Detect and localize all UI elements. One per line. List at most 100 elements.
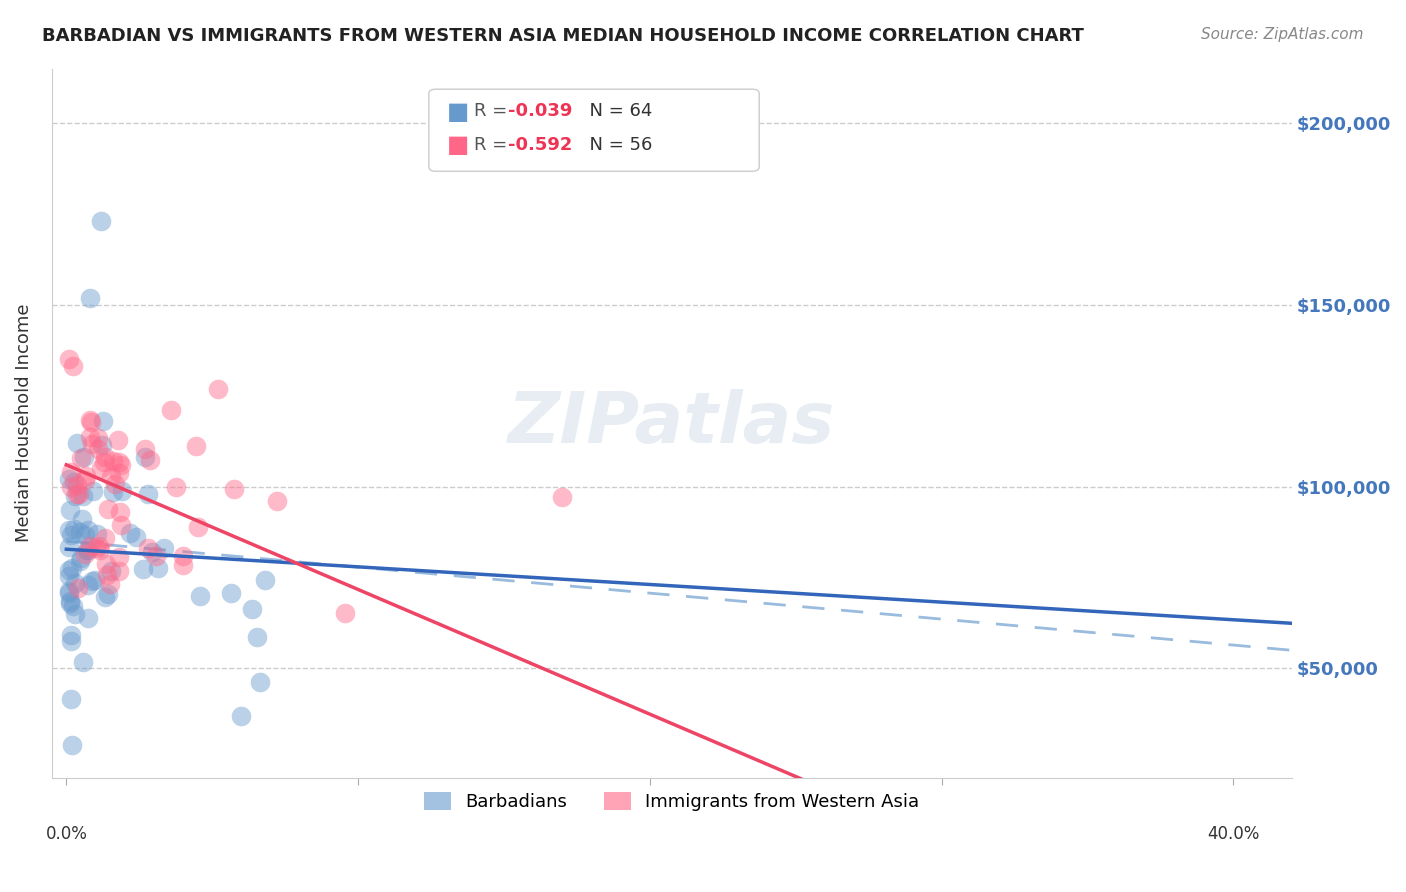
Point (108, 505, 131, 519)
Point (79, 291, 101, 305)
Point (90, 460, 112, 475)
Point (79, 430, 101, 444)
Point (59, 691, 82, 706)
Point (59, 594, 82, 608)
Point (86, 527, 108, 541)
Point (87, 431, 110, 445)
Point (60, 738, 83, 752)
Text: R =: R = (474, 103, 513, 120)
Point (87, 539, 110, 553)
Point (72, 511, 94, 525)
Point (249, 675, 271, 690)
Text: -0.592: -0.592 (508, 136, 572, 154)
Point (136, 541, 159, 555)
Point (240, 601, 263, 615)
Point (67, 581, 90, 595)
Text: N = 56: N = 56 (578, 136, 652, 154)
Point (73, 450, 96, 465)
Point (69, 524, 91, 539)
Point (108, 550, 131, 565)
Point (145, 549, 167, 563)
Point (219, 585, 242, 599)
Y-axis label: Median Household Income: Median Household Income (15, 304, 32, 542)
Point (152, 541, 174, 555)
Point (172, 549, 194, 564)
Point (66, 436, 89, 450)
Point (77, 524, 100, 538)
Point (139, 453, 162, 467)
Point (104, 476, 127, 491)
Point (73, 473, 96, 487)
Point (98, 577, 121, 591)
Text: ■: ■ (447, 134, 470, 157)
Point (141, 545, 163, 559)
Text: N = 64: N = 64 (578, 103, 652, 120)
Point (60, 634, 83, 648)
Point (84, 573, 107, 587)
Point (69, 551, 91, 566)
Legend: Barbadians, Immigrants from Western Asia: Barbadians, Immigrants from Western Asia (418, 784, 927, 818)
Point (63, 576, 86, 591)
Point (60, 480, 83, 494)
Point (222, 482, 245, 496)
Point (111, 483, 134, 498)
Point (136, 486, 159, 500)
Point (58, 472, 80, 486)
Point (188, 589, 211, 603)
Point (63, 522, 86, 536)
Point (165, 480, 187, 494)
Point (82, 437, 104, 451)
Point (87, 442, 110, 457)
Point (80, 574, 103, 588)
Point (146, 560, 169, 574)
Point (62, 359, 84, 373)
Point (101, 454, 124, 468)
Point (59, 503, 82, 517)
Point (94, 450, 117, 464)
Point (266, 494, 288, 508)
Point (132, 562, 155, 576)
Point (75, 469, 97, 483)
Text: BARBADIAN VS IMMIGRANTS FROM WESTERN ASIA MEDIAN HOUSEHOLD INCOME CORRELATION CH: BARBADIAN VS IMMIGRANTS FROM WESTERN ASI… (42, 27, 1084, 45)
Point (125, 530, 148, 544)
Point (67, 486, 90, 500)
Point (159, 402, 181, 417)
Point (229, 709, 252, 723)
Text: Source: ZipAtlas.com: Source: ZipAtlas.com (1201, 27, 1364, 42)
Point (76, 610, 98, 624)
Point (134, 442, 156, 456)
Point (76, 543, 98, 558)
Point (58, 583, 80, 598)
Point (73, 527, 96, 541)
Text: R =: R = (474, 136, 513, 154)
Point (58, 523, 80, 537)
Point (97, 501, 120, 516)
Point (173, 558, 195, 573)
Point (63, 607, 86, 621)
Point (58, 585, 80, 599)
Point (72, 489, 94, 503)
Point (118, 525, 141, 540)
Point (63, 475, 86, 489)
Point (79, 415, 101, 429)
Point (60, 561, 83, 575)
Point (93, 414, 115, 428)
Text: 40.0%: 40.0% (1208, 825, 1260, 843)
Point (103, 485, 125, 500)
Point (207, 382, 229, 396)
Point (550, 490, 572, 504)
Point (91, 438, 114, 452)
Point (90, 214, 112, 228)
Point (333, 607, 356, 621)
Point (86, 541, 108, 555)
Point (60, 528, 83, 542)
Text: 0.0%: 0.0% (45, 825, 87, 843)
Point (108, 466, 131, 480)
Point (79, 539, 101, 553)
Point (73, 547, 96, 561)
Point (100, 469, 122, 483)
Point (58, 569, 80, 583)
Text: -0.039: -0.039 (508, 103, 572, 120)
Point (134, 450, 156, 464)
Point (59, 465, 82, 479)
